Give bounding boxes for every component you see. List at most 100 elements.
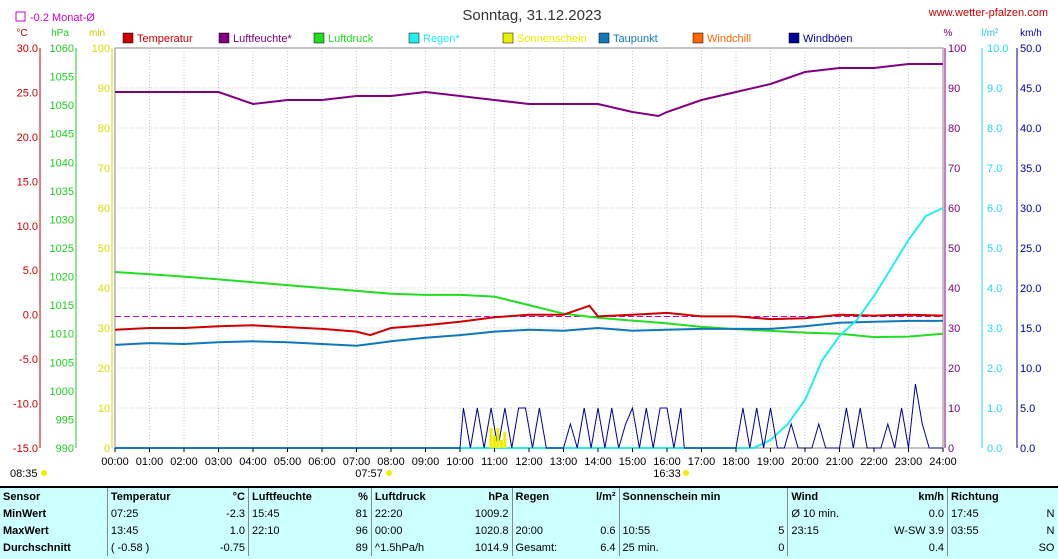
x-tick-label: 13:00	[550, 456, 578, 468]
stats-cell: Durchschnitt	[0, 539, 108, 556]
tick-label-wind: 35.0	[1020, 163, 1041, 175]
x-tick-label: 10:00	[446, 456, 474, 468]
unit-temp: °C	[16, 28, 27, 39]
series-regen-	[115, 207, 944, 449]
x-tick-label: 22:00	[860, 456, 888, 468]
tick-label-wind: 40.0	[1020, 123, 1041, 135]
stats-cell: ^1.5hPa/h	[374, 541, 425, 554]
legend-entry: Windböen	[803, 33, 853, 45]
tick-label-wind: 25.0	[1020, 243, 1041, 255]
sunshine-bar	[499, 440, 503, 448]
x-tick-label: 19:00	[757, 456, 785, 468]
tick-label-minutes: 90	[98, 83, 110, 95]
x-tick-label: 16:00	[653, 456, 681, 468]
tick-label-minutes: 70	[98, 163, 110, 175]
tick-label-pressure: 1025	[50, 243, 74, 255]
stats-row: MinWert 07:25 -2.3 15:45 81 22:20 1009.2 Ø 10 m…	[0, 505, 1058, 522]
tick-label-pressure: 1040	[50, 157, 74, 169]
x-axis-ticks: 00:00 01:00 02:00 03:00 04:00 05:00 06:00 07:00…	[101, 448, 957, 468]
stats-cell: SO	[1038, 541, 1055, 554]
tick-label-rain: 8.0	[987, 123, 1002, 135]
sunset-marker-icon	[683, 470, 689, 476]
stats-cell	[619, 505, 770, 522]
tick-label-rain: 4.0	[987, 283, 1002, 295]
stats-cell: 00:00	[374, 524, 403, 537]
tick-label-humidity: 60	[948, 203, 960, 215]
stats-cell: 89	[344, 539, 372, 556]
tick-label-pressure: 1055	[50, 72, 74, 84]
tick-label-wind: 0.0	[1020, 443, 1035, 455]
x-tick-label: 04:00	[239, 456, 267, 468]
x-tick-label: 06:00	[308, 456, 336, 468]
unit-pct: %	[944, 28, 953, 39]
tick-label-humidity: 20	[948, 363, 960, 375]
stats-cell: Luftfeuchte	[252, 490, 312, 503]
tick-label-wind: 30.0	[1020, 203, 1041, 215]
tick-label-rain: 5.0	[987, 243, 1002, 255]
tick-label-rain: 6.0	[987, 203, 1002, 215]
sunset-marker-label: 16:33	[653, 468, 681, 480]
stats-cell: MaxWert	[0, 522, 108, 539]
stats-cell: 0.4	[866, 539, 949, 556]
stats-cell: 1020.8	[454, 522, 513, 539]
stats-cell: Gesamt:	[515, 541, 558, 554]
stats-cell: Sensor	[0, 488, 108, 505]
stats-cell: 96	[344, 522, 372, 539]
stats-cell: -2.3	[202, 505, 249, 522]
stats-cell: Luftdruck	[374, 490, 426, 503]
tick-label-temp: 10.0	[17, 221, 38, 233]
legend-entry: Windchill	[707, 33, 751, 45]
tick-label-temp: -10.0	[13, 399, 38, 411]
legend-swatch-icon	[408, 32, 420, 44]
tick-label-minutes: 80	[98, 123, 110, 135]
x-tick-label: 09:00	[412, 456, 440, 468]
tick-label-wind: 45.0	[1020, 83, 1041, 95]
stats-row: MaxWert 13:45 1.0 22:10 96 00:00 1020.8 20:00 0.…	[0, 522, 1058, 539]
series-taupunkt	[114, 319, 943, 347]
tick-label-temp: 25.0	[17, 87, 38, 99]
tick-label-pressure: 1030	[50, 214, 74, 226]
website-link[interactable]: www.wetter-pfalzen.com	[928, 7, 1048, 19]
stats-cell: 22:20	[374, 507, 403, 520]
x-tick-label: 03:00	[205, 456, 233, 468]
stats-cell: 0.0	[866, 505, 949, 522]
tick-label-temp: -5.0	[19, 354, 38, 366]
tick-label-rain: 3.0	[987, 323, 1002, 335]
series-layer	[114, 63, 944, 449]
weather-chart: Sonntag, 31.12.2023 www.wetter-pfalzen.c…	[10, 7, 1048, 480]
x-tick-label: 01:00	[136, 456, 164, 468]
stats-table: Sensor Temperatur °C Luftfeuchte% Luftdruck h…	[0, 488, 1058, 556]
x-tick-label: 00:00	[101, 456, 129, 468]
tick-label-temp: 20.0	[17, 132, 38, 144]
stats-cell: Richtung	[951, 490, 999, 503]
legend-swatch-icon	[598, 32, 610, 44]
tick-label-humidity: 30	[948, 323, 960, 335]
stats-cell	[1026, 488, 1058, 505]
x-tick-label: 24:00	[929, 456, 957, 468]
sunshine-bar	[496, 428, 500, 448]
sunrise-marker-label: 07:57	[355, 468, 383, 480]
x-tick-label: 18:00	[722, 456, 750, 468]
sunrise-marker-icon	[386, 470, 392, 476]
stats-cell: km/h	[866, 488, 949, 505]
x-tick-label: 12:00	[515, 456, 543, 468]
tick-label-humidity: 40	[948, 283, 960, 295]
series-temperatur	[114, 304, 944, 337]
stats-cell: 0	[769, 539, 789, 556]
stats-panel: Sensor Temperatur °C Luftfeuchte% Luftdruck h…	[0, 486, 1058, 559]
stats-cell: 10:55	[622, 524, 651, 537]
tick-label-wind: 5.0	[1020, 403, 1035, 415]
stats-cell: 81	[344, 505, 372, 522]
stats-cell: Wind	[791, 490, 819, 503]
tick-label-rain: 7.0	[987, 163, 1002, 175]
tick-label-minutes: 10	[98, 403, 110, 415]
series-luftdruck	[114, 271, 944, 339]
stats-cell: 07:25	[110, 507, 139, 520]
stats-cell: Regen	[515, 490, 550, 503]
x-tick-label: 02:00	[170, 456, 198, 468]
tick-label-minutes: 100	[92, 43, 110, 55]
monthly-avg-swatch-icon	[15, 11, 26, 22]
x-tick-label: 08:00	[377, 456, 405, 468]
stats-cell: l/m²	[581, 488, 620, 505]
stats-cell: W-SW 3.9	[866, 522, 949, 539]
